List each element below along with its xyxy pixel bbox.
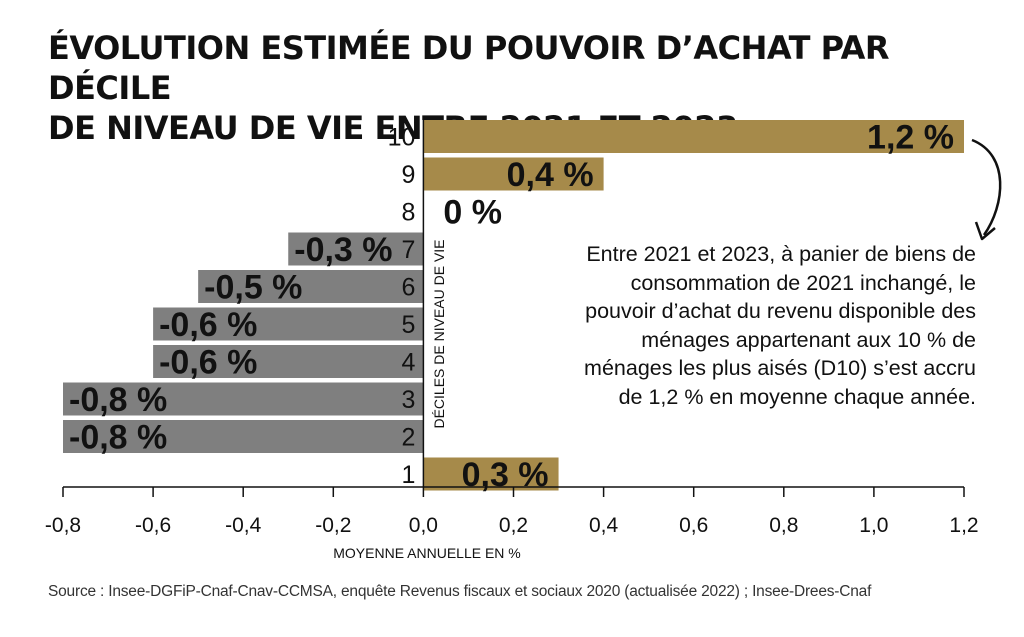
annotation-text: Entre 2021 et 2023, à panier de biens de…	[584, 242, 976, 409]
decile-label-3: 3	[401, 386, 415, 414]
bar-decile-1	[423, 457, 559, 491]
x-tick-label: 0,4	[589, 514, 619, 537]
value-label-decile-3: -0,8 %	[69, 381, 167, 419]
value-label-decile-2: -0,8 %	[69, 419, 167, 457]
x-tick-label: -0,8	[45, 514, 81, 537]
y-axis-title: DÉCILES DE NIVEAU DE VIE	[431, 239, 447, 428]
value-label-decile-1: 0,3 %	[462, 456, 549, 494]
x-tick-label: 1,0	[859, 514, 888, 537]
decile-label-2: 2	[401, 424, 415, 452]
callout-arrow-head	[974, 221, 996, 241]
decile-label-5: 5	[401, 311, 415, 339]
x-tick-label: -0,2	[315, 514, 351, 537]
decile-label-4: 4	[401, 349, 415, 377]
bar-decile-9	[423, 157, 604, 191]
value-label-decile-6: -0,5 %	[204, 269, 302, 307]
value-label-decile-9: 0,4 %	[507, 156, 594, 194]
callout-arrow	[971, 138, 1002, 236]
x-tick-label: 1,2	[949, 514, 978, 537]
x-tick-label: 0,6	[679, 514, 708, 537]
decile-label-7: 7	[401, 236, 415, 264]
bar-decile-10	[423, 120, 964, 153]
value-label-decile-5: -0,6 %	[159, 306, 257, 344]
value-label-decile-7: -0,3 %	[294, 231, 392, 269]
x-axis-title: MOYENNE ANNUELLE EN %	[333, 545, 521, 561]
decile-label-10: 10	[388, 124, 416, 152]
decile-label-8: 8	[401, 199, 415, 227]
x-tick-label: -0,6	[135, 514, 171, 537]
bar-decile-6	[198, 270, 424, 303]
source-note: Source : Insee-DGFiP-Cnaf-Cnav-CCMSA, en…	[48, 583, 872, 600]
bar-decile-2	[63, 420, 424, 453]
bar-decile-5	[153, 307, 424, 341]
decile-label-1: 1	[401, 461, 415, 489]
decile-label-9: 9	[401, 161, 415, 189]
value-label-decile-4: -0,6 %	[159, 344, 257, 382]
x-tick-label: 0,0	[409, 514, 438, 537]
bar-decile-7	[288, 232, 424, 266]
x-tick-label: 0,2	[499, 514, 528, 537]
x-tick-label: 0,8	[769, 514, 798, 537]
value-label-decile-10: 1,2 %	[867, 119, 954, 157]
x-tick-label: -0,4	[225, 514, 262, 537]
bar-decile-4	[153, 345, 424, 378]
chart-title-line-1: ÉVOLUTION ESTIMÉE DU POUVOIR D’ACHAT PAR…	[48, 29, 890, 107]
value-label-decile-8: 0 %	[443, 194, 502, 232]
bar-decile-3	[63, 382, 424, 416]
decile-label-6: 6	[401, 274, 415, 302]
